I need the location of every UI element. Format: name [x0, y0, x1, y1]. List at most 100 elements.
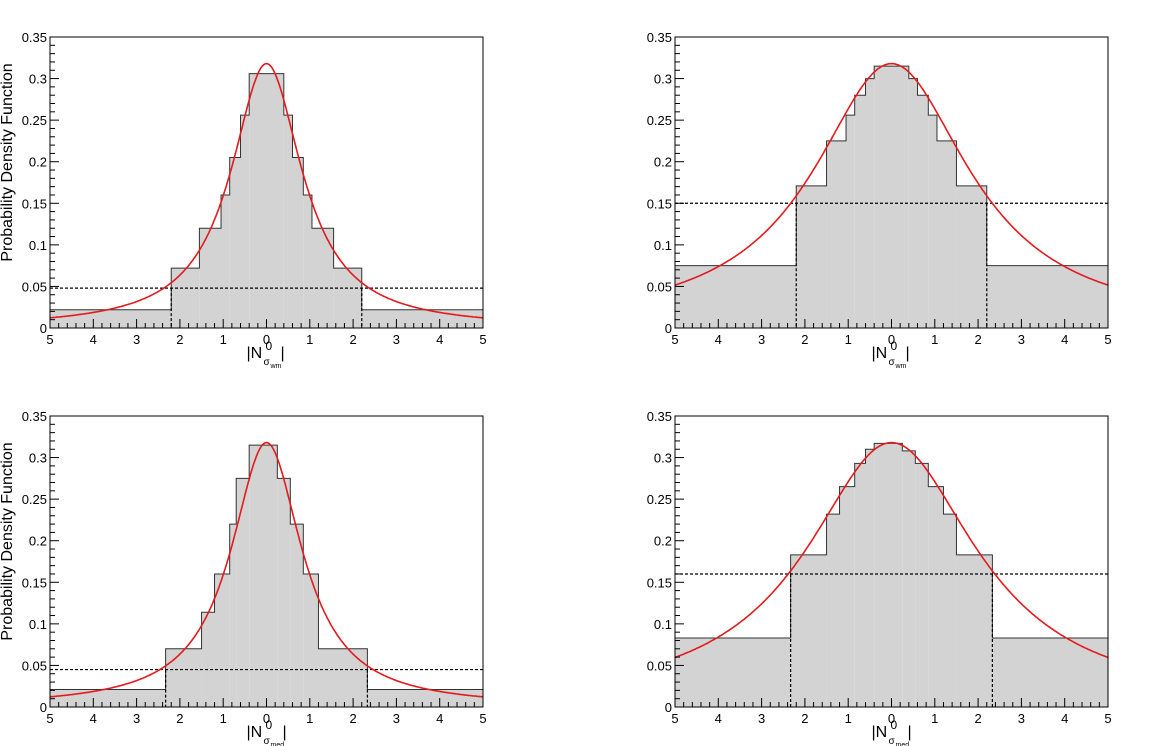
x-tick-label: 0: [888, 332, 895, 347]
x-tick-label: 2: [974, 332, 981, 347]
histogram-bars: [50, 73, 483, 328]
histogram-bar: [854, 463, 866, 707]
x-axis: 5 4 3 2 1 0 1 2 3 4 5: [46, 698, 487, 726]
y-tick-label: 0.15: [647, 575, 672, 590]
x-tick-label: 4: [715, 711, 722, 726]
y-tick-label: 0.15: [647, 196, 672, 211]
y-tick-label: 0.35: [647, 30, 672, 45]
x-tick-label: 2: [349, 332, 356, 347]
histogram-bar: [221, 194, 230, 328]
chart-panel-4: 00.050.10.150.20.250.30.355 4 3 2 1 0 1 2 3 4 5|N 0…: [647, 409, 1112, 746]
x-axis-title-sup: 0: [266, 718, 273, 732]
histogram-outline: [50, 73, 483, 311]
histogram-bar: [956, 554, 993, 707]
x-axis-title-subsub: med: [896, 742, 910, 746]
y-tick-label: 0: [665, 321, 672, 336]
x-axis: 5 4 3 2 1 0 1 2 3 4 5: [671, 698, 1112, 726]
x-tick-label: 3: [1018, 711, 1025, 726]
histogram-bar: [826, 140, 847, 328]
chart-panel-1: 00.050.10.150.20.250.30.355 4 3 2 1 0 1 2 3 4 5|N 0…: [0, 30, 487, 370]
histogram-bar: [826, 514, 840, 707]
x-axis-title-sup: 0: [891, 339, 898, 353]
histogram-bar: [839, 486, 855, 707]
x-tick-label: 5: [479, 711, 486, 726]
histogram-bar: [303, 194, 312, 328]
x-tick-label: 5: [46, 332, 53, 347]
x-tick-label: 3: [393, 711, 400, 726]
histogram-bar: [936, 140, 957, 328]
y-tick-label: 0.2: [654, 155, 672, 170]
x-tick-label: 1: [845, 332, 852, 347]
histogram-bar: [277, 478, 291, 707]
histogram-bar: [303, 573, 319, 707]
histogram-bar: [796, 185, 827, 328]
histogram-bar: [846, 115, 855, 328]
y-axis: 0 0.05 0.1 0.15 0.2 0.25 0.3 0.35: [647, 30, 684, 336]
x-tick-label: 5: [479, 332, 486, 347]
x-tick-label: 2: [801, 711, 808, 726]
y-tick-label: 0.15: [22, 196, 47, 211]
y-tick-label: 0.05: [22, 658, 47, 673]
histogram-bar: [292, 157, 304, 328]
histogram-bar: [928, 486, 944, 707]
histogram-bar: [865, 78, 875, 328]
x-tick-label: 3: [393, 332, 400, 347]
x-tick-label: 2: [801, 332, 808, 347]
y-tick-label: 0: [40, 700, 47, 715]
histogram-bar: [854, 95, 866, 328]
histogram-bar: [333, 268, 362, 328]
x-tick-label: 3: [758, 332, 765, 347]
x-axis-title-main: |N: [247, 345, 263, 362]
y-tick-label: 0.35: [647, 409, 672, 424]
x-tick-label: 1: [220, 332, 227, 347]
y-tick-label: 0.1: [654, 617, 672, 632]
y-tick-label: 0.2: [29, 534, 47, 549]
histogram-bar: [214, 573, 230, 707]
fit-curve: [674, 441, 1109, 659]
histogram-bars: [675, 65, 1108, 328]
histogram-bar: [201, 612, 215, 707]
y-tick-label: 0.2: [29, 155, 47, 170]
histogram-bar: [675, 637, 791, 707]
x-tick-label: 2: [176, 711, 183, 726]
x-axis-title: |N 0 σ wm|: [247, 339, 285, 370]
histogram-bar: [865, 449, 875, 707]
y-tick-label: 0.05: [647, 279, 672, 294]
chart-panel-2: 00.050.10.150.20.250.30.355 4 3 2 1 0 1 2 3 4 5|N 0…: [647, 30, 1112, 370]
x-tick-label: 4: [436, 332, 443, 347]
y-tick-label: 0: [665, 700, 672, 715]
histogram-bar: [956, 185, 987, 328]
x-tick-label: 1: [845, 711, 852, 726]
threshold-lines: [675, 573, 1108, 707]
y-tick-label: 0.1: [29, 238, 47, 253]
x-tick-label: 5: [1104, 332, 1111, 347]
histogram-bar: [249, 445, 278, 707]
x-axis-title-sub: σ: [889, 357, 896, 368]
y-axis-title: Probability Density Function: [0, 442, 16, 640]
histogram-bar: [992, 637, 1108, 707]
x-tick-label: 2: [974, 711, 981, 726]
histogram-bar: [199, 228, 222, 328]
x-axis-title-sup: 0: [266, 339, 273, 353]
histogram-bar: [915, 463, 929, 707]
y-tick-label: 0.25: [647, 492, 672, 507]
y-axis: 0 0.05 0.1 0.15 0.2 0.25 0.3 0.35: [22, 409, 59, 715]
chart-panel-3: 00.050.10.150.20.250.30.355 4 3 2 1 0 1 2 3 4 5|N 0…: [0, 409, 487, 746]
y-axis-title: Probability Density Function: [0, 63, 16, 261]
x-tick-label: 3: [133, 711, 140, 726]
x-tick-label: 4: [90, 332, 97, 347]
x-tick-label: 3: [133, 332, 140, 347]
y-tick-label: 0.1: [654, 238, 672, 253]
histogram-bar: [311, 228, 334, 328]
y-tick-label: 0.05: [647, 658, 672, 673]
x-tick-label: 1: [931, 332, 938, 347]
x-tick-label: 4: [1061, 332, 1068, 347]
x-tick-label: 5: [671, 332, 678, 347]
y-tick-label: 0.25: [647, 113, 672, 128]
x-tick-label: 1: [306, 711, 313, 726]
histogram-bars: [50, 444, 483, 707]
x-tick-label: 0: [263, 332, 270, 347]
y-tick-label: 0.3: [654, 451, 672, 466]
x-tick-label: 4: [1061, 711, 1068, 726]
